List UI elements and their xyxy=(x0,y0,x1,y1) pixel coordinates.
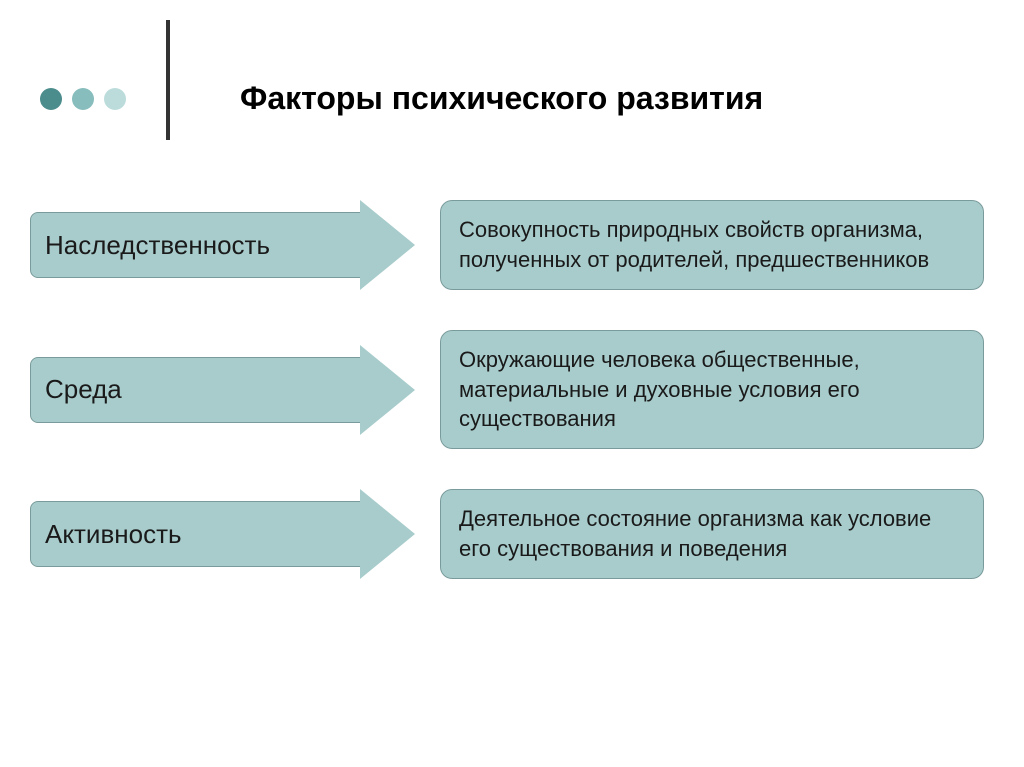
dot-3 xyxy=(104,88,126,110)
factor-arrow: Среда xyxy=(30,345,420,435)
factor-arrow: Активность xyxy=(30,489,420,579)
arrow-head-icon xyxy=(360,489,415,579)
arrow-head-icon xyxy=(360,200,415,290)
factor-description: Совокупность природных свойств организма… xyxy=(459,217,929,272)
factor-description-box: Деятельное состояние организма как услов… xyxy=(440,489,984,578)
arrow-shaft: Активность xyxy=(30,501,370,567)
arrow-shaft: Наследственность xyxy=(30,212,370,278)
factor-description: Окружающие человека общественные, матери… xyxy=(459,347,860,431)
decorative-dots xyxy=(40,88,126,110)
factor-label: Среда xyxy=(45,374,122,405)
header: Факторы психического развития xyxy=(40,30,984,160)
arrow-head-icon xyxy=(360,345,415,435)
dot-1 xyxy=(40,88,62,110)
page-title: Факторы психического развития xyxy=(240,80,763,117)
factor-description-box: Окружающие человека общественные, матери… xyxy=(440,330,984,449)
factor-description-box: Совокупность природных свойств организма… xyxy=(440,200,984,289)
factor-rows: Наследственность Совокупность природных … xyxy=(30,200,984,619)
vertical-divider xyxy=(166,20,170,140)
dot-2 xyxy=(72,88,94,110)
factor-label: Наследственность xyxy=(45,230,270,261)
factor-row: Активность Деятельное состояние организм… xyxy=(30,489,984,579)
factor-description: Деятельное состояние организма как услов… xyxy=(459,506,931,561)
factor-row: Среда Окружающие человека общественные, … xyxy=(30,330,984,449)
factor-row: Наследственность Совокупность природных … xyxy=(30,200,984,290)
arrow-shaft: Среда xyxy=(30,357,370,423)
factor-label: Активность xyxy=(45,519,182,550)
factor-arrow: Наследственность xyxy=(30,200,420,290)
